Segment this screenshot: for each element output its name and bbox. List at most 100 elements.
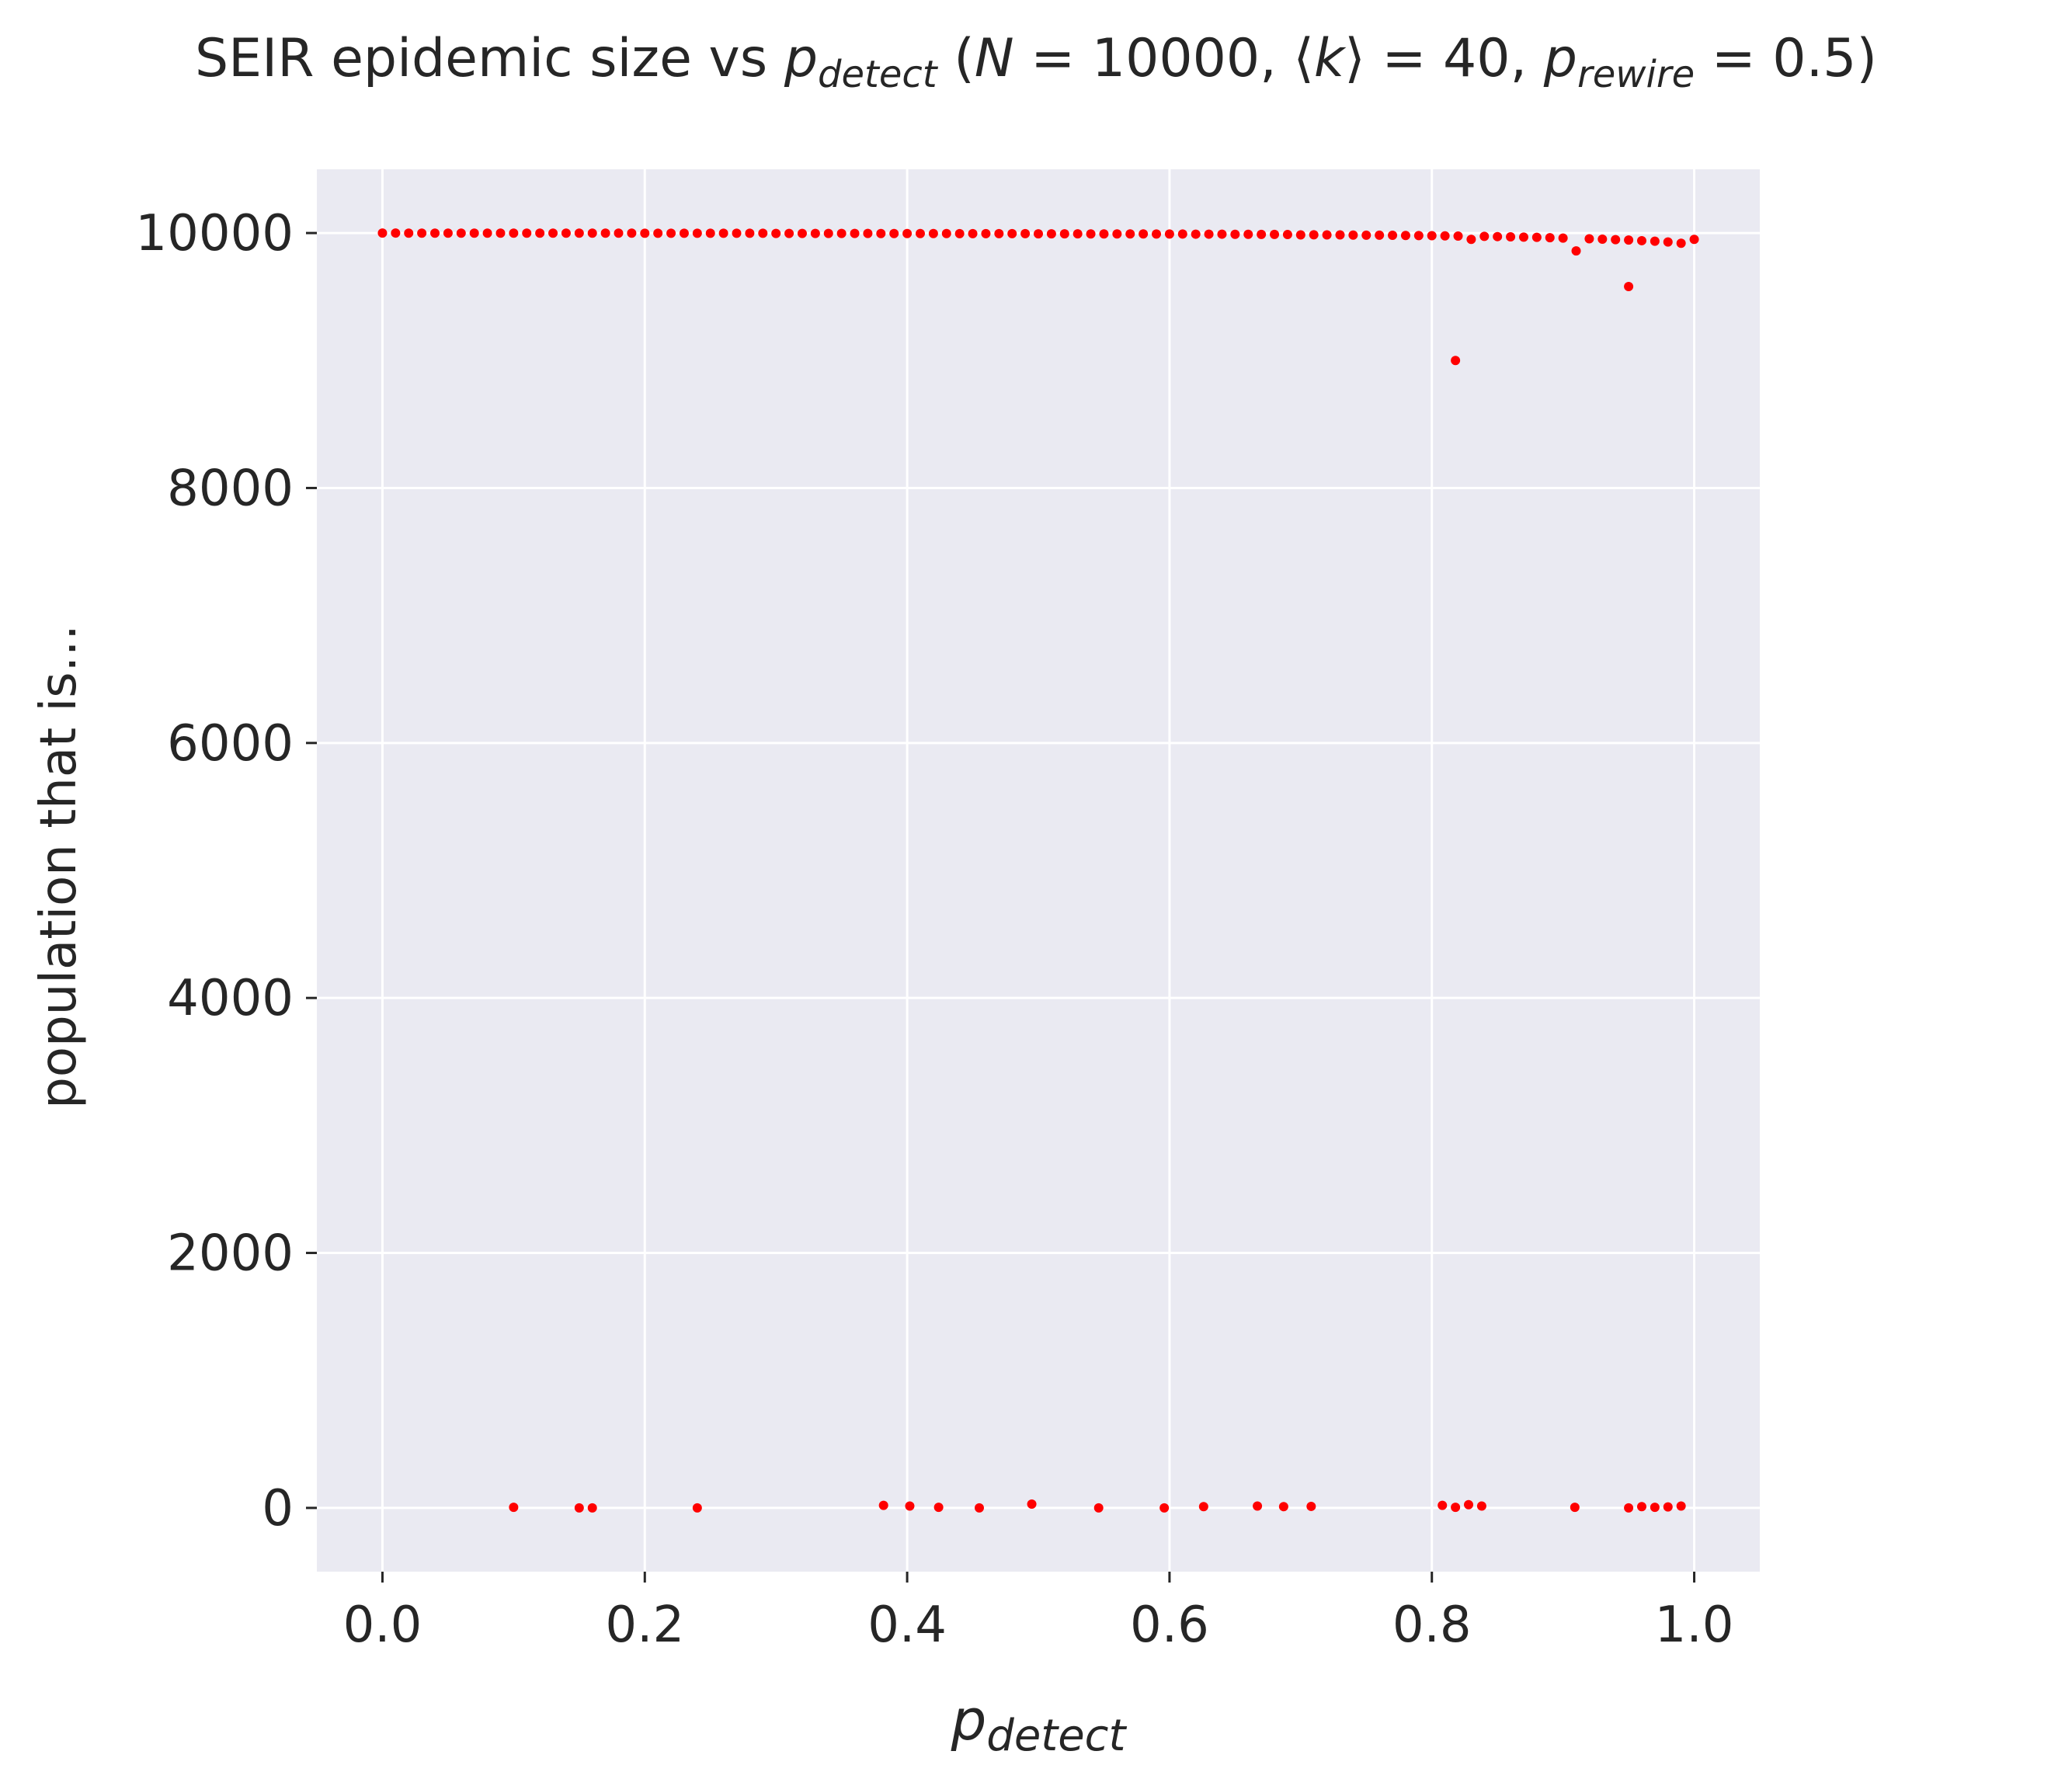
x-label-symbol: p [951,1687,987,1753]
x-tick-label: 1.0 [1655,1597,1734,1654]
data-point [1243,229,1253,239]
data-point [548,228,558,238]
data-point [1663,237,1673,247]
data-point [902,228,913,238]
data-point [1020,228,1031,238]
title-n-symbol: N [975,28,1014,89]
data-point [1112,229,1122,239]
x-tick-label: 0.2 [605,1597,684,1654]
data-point [692,1503,702,1513]
data-point [1663,1502,1673,1512]
x-tick-label: 0.0 [343,1597,422,1654]
title-open: ( [937,28,975,89]
data-point [1466,235,1476,245]
data-point [1159,1503,1170,1513]
data-point [495,228,506,238]
chart-title: SEIR epidemic size vs pdetect (N = 10000… [195,28,1877,96]
data-point [1177,229,1187,239]
data-point [614,228,624,238]
y-tick-label: 8000 [167,460,294,517]
data-point [1558,233,1568,243]
title-k-symbol: k [1314,28,1347,89]
data-point [1427,231,1437,241]
data-point [1440,231,1450,241]
data-point [1152,229,1162,239]
data-point [905,1501,915,1511]
data-point [1584,234,1594,244]
data-point [1624,282,1634,292]
data-point [1413,231,1424,241]
title-close: = 0.5) [1695,28,1877,89]
data-point [666,228,676,238]
data-point [404,228,414,238]
data-point [587,1503,597,1513]
data-point [391,228,401,238]
data-point [745,228,755,238]
data-point [1059,229,1069,239]
data-point [928,228,938,238]
data-point [509,228,519,238]
data-point [561,228,571,238]
data-point [1361,230,1371,240]
title-p-symbol-2: p [1543,28,1577,89]
data-point [863,228,873,238]
data-point [469,228,479,238]
data-point [1348,230,1358,240]
data-point [1257,229,1267,239]
data-point [1676,1501,1686,1511]
data-point [1217,229,1227,239]
data-point [1073,229,1083,239]
data-point [692,228,702,238]
data-point [1476,1501,1486,1511]
data-point [456,228,466,238]
data-point [535,228,545,238]
data-point [1545,233,1555,243]
data-point [627,228,637,238]
data-point [878,1500,888,1510]
data-point [600,228,610,238]
data-point [974,1503,984,1513]
data-point [954,228,965,238]
title-prefix: SEIR epidemic size vs [195,28,784,89]
data-point [377,228,388,238]
axis-ticks: 0.0 0.2 0.4 0.6 0.8 1.0 0 2000 4000 6000 8000 10000 [135,205,1733,1654]
data-point [1597,234,1608,244]
data-point [1636,235,1646,245]
data-point [836,228,847,238]
data-point [1624,235,1634,245]
x-axis-label: pdetect [951,1687,1128,1761]
data-point [1571,246,1581,256]
data-point [1611,235,1621,245]
data-point [1400,231,1410,241]
data-point [850,228,860,238]
data-point [1295,230,1305,240]
data-point [430,228,440,238]
data-point [1570,1503,1580,1513]
data-point [981,228,991,238]
data-point [784,228,794,238]
y-tick-label: 0 [262,1480,294,1537]
data-point [1270,229,1280,239]
data-point [1650,236,1660,246]
title-k-equals: ⟩ = 40, [1344,28,1544,89]
data-point [587,228,597,238]
data-point [771,228,781,238]
data-point [810,228,820,238]
data-point [509,1503,519,1513]
y-tick-label: 6000 [167,715,294,773]
data-point [1278,1502,1288,1512]
data-point [574,228,584,238]
x-tick-label: 0.4 [867,1597,947,1654]
data-point [1335,230,1345,240]
data-point [1451,356,1461,366]
data-point [1453,231,1463,241]
data-point [823,228,833,238]
data-point [1464,1499,1474,1510]
data-point [482,228,492,238]
data-point [1046,229,1056,239]
y-tick-label: 2000 [167,1225,294,1283]
x-tick-label: 0.6 [1130,1597,1209,1654]
data-point [1689,235,1699,245]
data-point [1309,230,1319,240]
